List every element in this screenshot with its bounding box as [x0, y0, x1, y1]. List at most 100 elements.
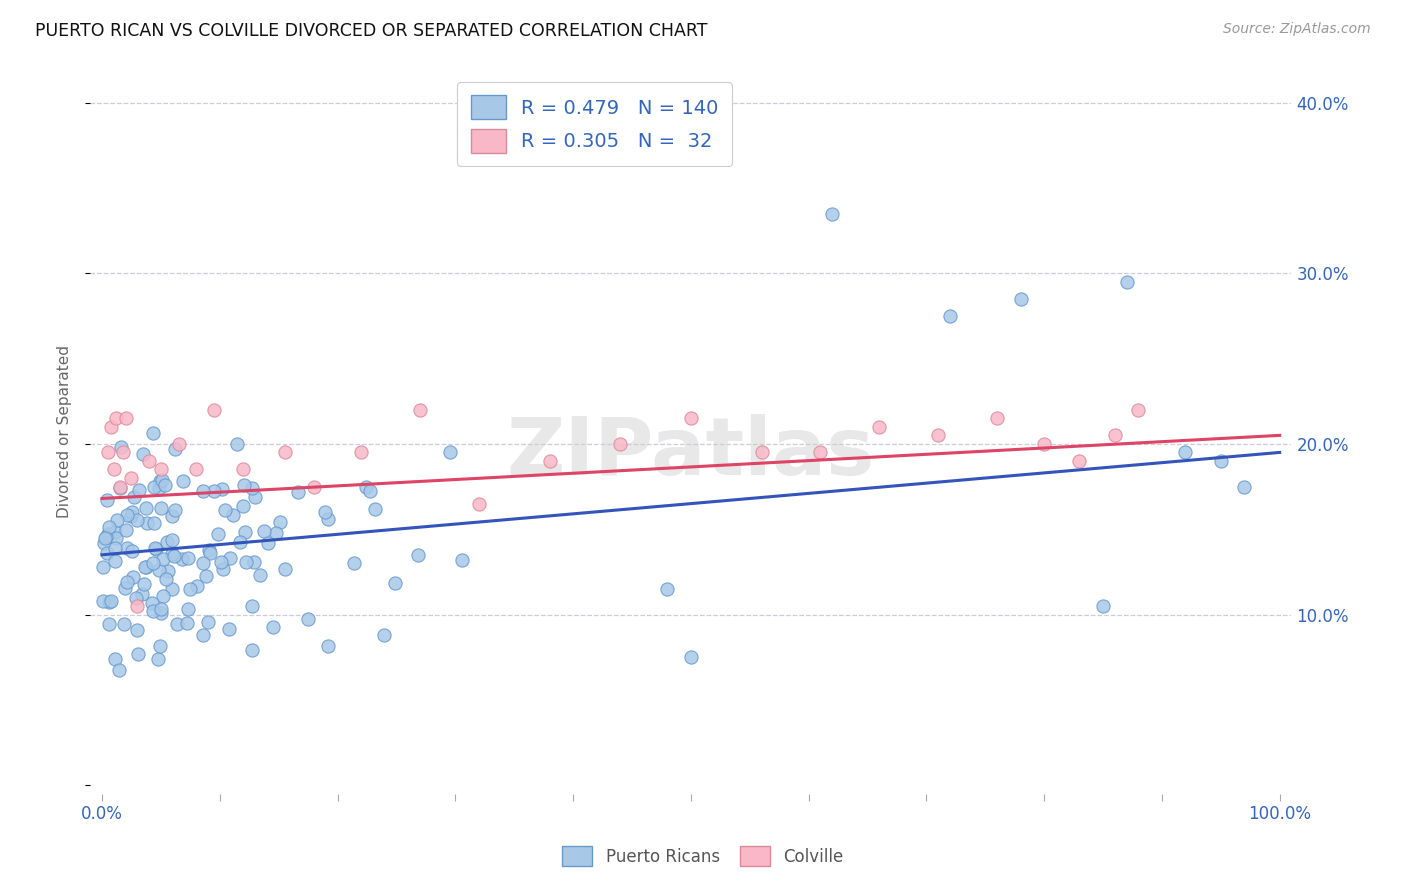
Legend: Puerto Ricans, Colville: Puerto Ricans, Colville [555, 839, 851, 873]
Point [110, 440, 132, 454]
Point [1033, 437, 1056, 451]
Point [373, 627, 395, 641]
Point [149, 639, 172, 653]
Point [212, 562, 235, 576]
Point [808, 445, 831, 459]
Point [125, 623, 148, 637]
Point [177, 551, 200, 566]
Point [141, 604, 163, 618]
Point [1128, 402, 1150, 417]
Point [202, 402, 225, 417]
Point [160, 508, 183, 523]
Point [142, 556, 165, 570]
Point [108, 663, 131, 677]
Point [93, 535, 115, 549]
Point [115, 575, 138, 590]
Point [468, 497, 491, 511]
Point [98, 617, 121, 632]
Point [240, 481, 263, 495]
Point [166, 617, 188, 632]
Point [149, 474, 172, 488]
Point [104, 531, 127, 545]
Point [751, 445, 773, 459]
Point [105, 513, 128, 527]
Point [143, 480, 166, 494]
Point [96, 546, 118, 560]
Point [1233, 479, 1256, 493]
Point [209, 556, 232, 570]
Point [122, 490, 145, 504]
Point [160, 547, 183, 561]
Point [160, 582, 183, 597]
Point [273, 445, 295, 459]
Point [104, 541, 127, 555]
Point [146, 651, 169, 665]
Point [103, 462, 125, 476]
Point [176, 615, 198, 630]
Legend: R = 0.479   N = 140, R = 0.305   N =  32: R = 0.479 N = 140, R = 0.305 N = 32 [457, 82, 733, 166]
Point [120, 471, 142, 485]
Point [257, 536, 280, 550]
Point [163, 549, 186, 563]
Point [179, 582, 201, 597]
Point [229, 535, 252, 549]
Point [193, 483, 215, 498]
Point [609, 437, 631, 451]
Point [108, 479, 131, 493]
Point [132, 447, 155, 461]
Point [124, 591, 146, 605]
Point [1115, 275, 1137, 289]
Point [167, 437, 190, 451]
Point [821, 206, 844, 220]
Point [148, 481, 170, 495]
Point [233, 524, 256, 539]
Point [155, 572, 177, 586]
Point [191, 627, 214, 641]
Point [211, 482, 233, 496]
Point [679, 411, 702, 425]
Point [350, 445, 373, 459]
Point [264, 526, 287, 541]
Point [364, 502, 387, 516]
Point [222, 508, 245, 523]
Point [232, 477, 254, 491]
Point [939, 309, 962, 323]
Point [679, 650, 702, 665]
Point [343, 556, 366, 570]
Point [127, 647, 149, 661]
Point [150, 473, 173, 487]
Point [245, 490, 267, 504]
Text: PUERTO RICAN VS COLVILLE DIVORCED OR SEPARATED CORRELATION CHART: PUERTO RICAN VS COLVILLE DIVORCED OR SEP… [35, 22, 707, 40]
Point [450, 553, 472, 567]
Point [91, 594, 114, 608]
Point [207, 526, 229, 541]
Point [927, 428, 949, 442]
Point [141, 425, 163, 440]
Point [149, 501, 172, 516]
Point [145, 541, 167, 556]
Point [249, 567, 271, 582]
Point [98, 595, 121, 609]
Point [1010, 292, 1032, 306]
Point [143, 541, 166, 555]
Y-axis label: Divorced or Separated: Divorced or Separated [58, 344, 72, 517]
Point [198, 542, 221, 557]
Point [172, 474, 194, 488]
Point [1069, 454, 1091, 468]
Point [121, 544, 143, 558]
Point [117, 508, 139, 522]
Point [134, 560, 156, 574]
Point [100, 593, 122, 607]
Point [439, 445, 461, 459]
Point [240, 643, 263, 657]
Point [135, 559, 157, 574]
Point [121, 506, 143, 520]
Point [150, 607, 173, 621]
Text: ZIPatlas: ZIPatlas [506, 414, 875, 491]
Point [302, 479, 325, 493]
Point [127, 599, 149, 613]
Point [287, 484, 309, 499]
Point [160, 533, 183, 548]
Point [104, 652, 127, 666]
Point [269, 515, 291, 529]
